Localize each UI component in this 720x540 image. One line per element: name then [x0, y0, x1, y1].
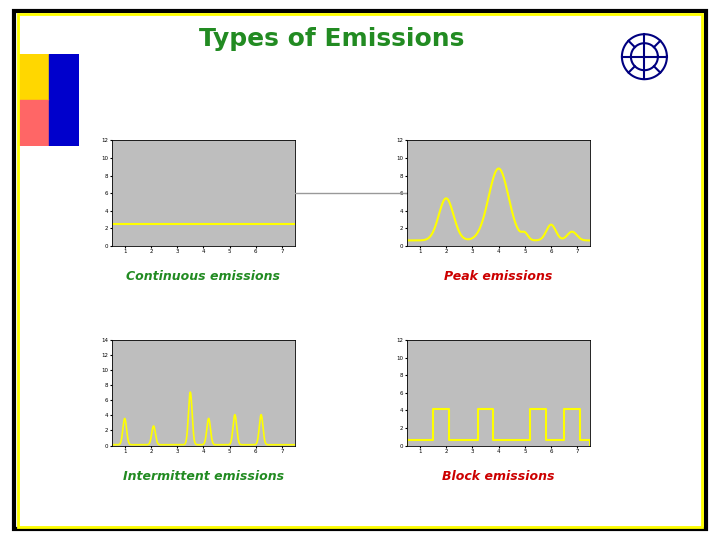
Bar — [18, 100, 49, 146]
Bar — [18, 54, 49, 100]
Bar — [49, 100, 79, 146]
Text: Types of Emissions: Types of Emissions — [199, 27, 464, 51]
Text: Peak emissions: Peak emissions — [444, 270, 553, 283]
Text: Block emissions: Block emissions — [442, 470, 555, 483]
Text: Intermittent emissions: Intermittent emissions — [123, 470, 284, 483]
Bar — [49, 54, 79, 100]
Text: Continuous emissions: Continuous emissions — [127, 270, 280, 283]
